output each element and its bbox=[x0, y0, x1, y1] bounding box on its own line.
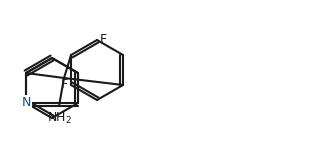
Text: F: F bbox=[100, 33, 107, 47]
Text: NH$_2$: NH$_2$ bbox=[46, 111, 72, 126]
Text: F: F bbox=[61, 78, 68, 92]
Text: N: N bbox=[21, 97, 31, 109]
